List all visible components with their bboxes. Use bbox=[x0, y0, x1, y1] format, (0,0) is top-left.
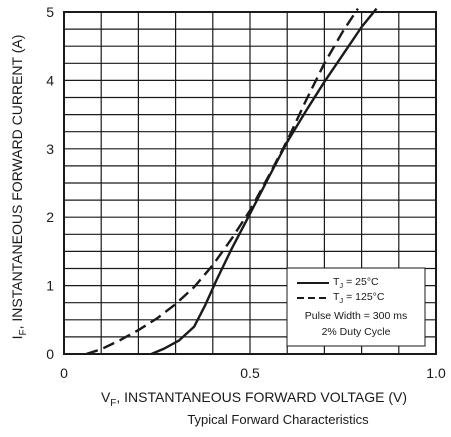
legend-label-tj-125-rest: = 125°C bbox=[343, 291, 385, 303]
y-tick-labels: 0 1 2 3 4 5 bbox=[46, 4, 54, 362]
x-tick-label: 0.5 bbox=[240, 365, 260, 381]
x-axis-title: VF, INSTANTANEOUS FORWARD VOLTAGE (V) bbox=[101, 389, 407, 409]
axes bbox=[63, 11, 437, 355]
y-tick-label: 5 bbox=[46, 4, 54, 20]
legend-box bbox=[286, 267, 426, 347]
legend-label-tj-25-sub: J bbox=[339, 281, 343, 290]
x-axis-title-sub: F bbox=[110, 398, 116, 409]
legend-label-tj-25: TJ = 25°C bbox=[333, 276, 379, 290]
y-tick-label: 3 bbox=[46, 141, 54, 157]
y-axis-title-rest: , INSTANTANEOUS FORWARD CURRENT (A) bbox=[9, 35, 25, 330]
chart-caption: Typical Forward Characteristics bbox=[187, 412, 369, 427]
legend-label-tj-25-rest: = 25°C bbox=[343, 276, 379, 288]
y-axis-title-sub: F bbox=[18, 329, 29, 335]
legend: TJ = 25°C TJ = 125°C Pulse Width = 300 m… bbox=[286, 267, 426, 347]
legend-label-tj-125-main: T bbox=[333, 291, 340, 303]
y-axis-title-main: I bbox=[9, 336, 25, 340]
x-tick-labels: 0 0.5 1.0 bbox=[60, 365, 446, 381]
x-axis-title-main: V bbox=[101, 389, 111, 405]
series-layer bbox=[85, 7, 378, 356]
legend-label-tj-125: TJ = 125°C bbox=[333, 291, 385, 305]
grid bbox=[64, 12, 436, 354]
y-tick-label: 4 bbox=[46, 72, 54, 88]
y-axis-title: IF, INSTANTANEOUS FORWARD CURRENT (A) bbox=[9, 35, 29, 340]
series-line-tj-25 bbox=[150, 7, 378, 356]
y-tick-label: 1 bbox=[46, 278, 54, 294]
x-axis-title-rest: , INSTANTANEOUS FORWARD VOLTAGE (V) bbox=[116, 389, 407, 405]
legend-label-tj-125-sub: J bbox=[339, 296, 343, 305]
legend-note-duty-cycle: 2% Duty Cycle bbox=[322, 326, 391, 338]
x-tick-label: 1.0 bbox=[426, 365, 446, 381]
y-tick-label: 2 bbox=[46, 209, 54, 225]
plot-frame bbox=[63, 11, 437, 355]
legend-note-pulse-width: Pulse Width = 300 ms bbox=[305, 310, 407, 322]
series-line-tj-125 bbox=[85, 7, 359, 356]
legend-label-tj-25-main: T bbox=[333, 276, 340, 288]
x-tick-label: 0 bbox=[60, 365, 68, 381]
y-tick-label: 0 bbox=[46, 346, 54, 362]
